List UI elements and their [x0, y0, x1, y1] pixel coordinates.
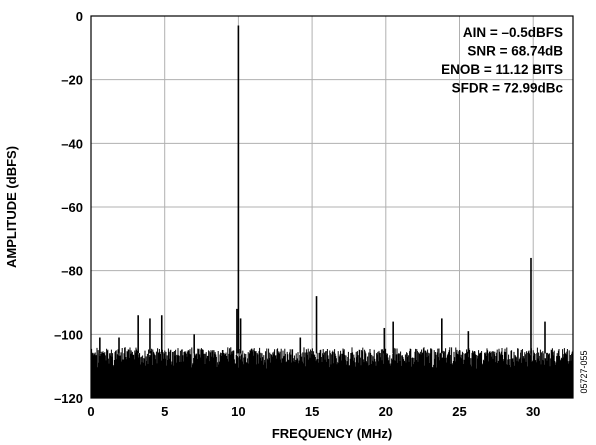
annotation-line: SNR = 68.74dB — [467, 44, 563, 59]
y-tick-label: –120 — [54, 391, 83, 406]
y-tick-label: –80 — [61, 264, 83, 279]
x-tick-label: 15 — [305, 404, 319, 419]
x-tick-label: 20 — [379, 404, 393, 419]
figure-code: 05727-055 — [579, 350, 589, 393]
y-tick-label: 0 — [76, 9, 83, 24]
y-axis-label: AMPLITUDE (dBFS) — [4, 146, 19, 268]
noise-trace — [90, 347, 574, 398]
annotation-block: AIN = –0.5dBFS SNR = 68.74dB ENOB = 11.12 … — [441, 25, 563, 96]
y-tick-label: –20 — [61, 73, 83, 88]
y-tick-label: –100 — [54, 327, 83, 342]
x-axis-label: FREQUENCY (MHz) — [272, 426, 392, 441]
y-tick-label: –40 — [61, 136, 83, 151]
noise-floor — [90, 347, 574, 398]
x-tick-label: 25 — [452, 404, 466, 419]
annotation-line: ENOB = 11.12 BITS — [441, 62, 563, 77]
x-tick-label: 30 — [526, 404, 540, 419]
x-tick-label: 10 — [231, 404, 245, 419]
x-tick-label: 5 — [161, 404, 168, 419]
plot-frame — [90, 15, 574, 399]
y-tick-labels: 0 –20 –40 –60 –80 –100 –120 — [54, 9, 83, 406]
annotation-line: SFDR = 72.99dBc — [452, 81, 564, 96]
x-tick-label: 0 — [87, 404, 94, 419]
y-tick-label: –60 — [61, 200, 83, 215]
annotation-line: AIN = –0.5dBFS — [463, 25, 563, 40]
x-tick-labels: 0 5 10 15 20 25 30 — [87, 404, 540, 419]
spectral-peaks — [99, 25, 546, 354]
